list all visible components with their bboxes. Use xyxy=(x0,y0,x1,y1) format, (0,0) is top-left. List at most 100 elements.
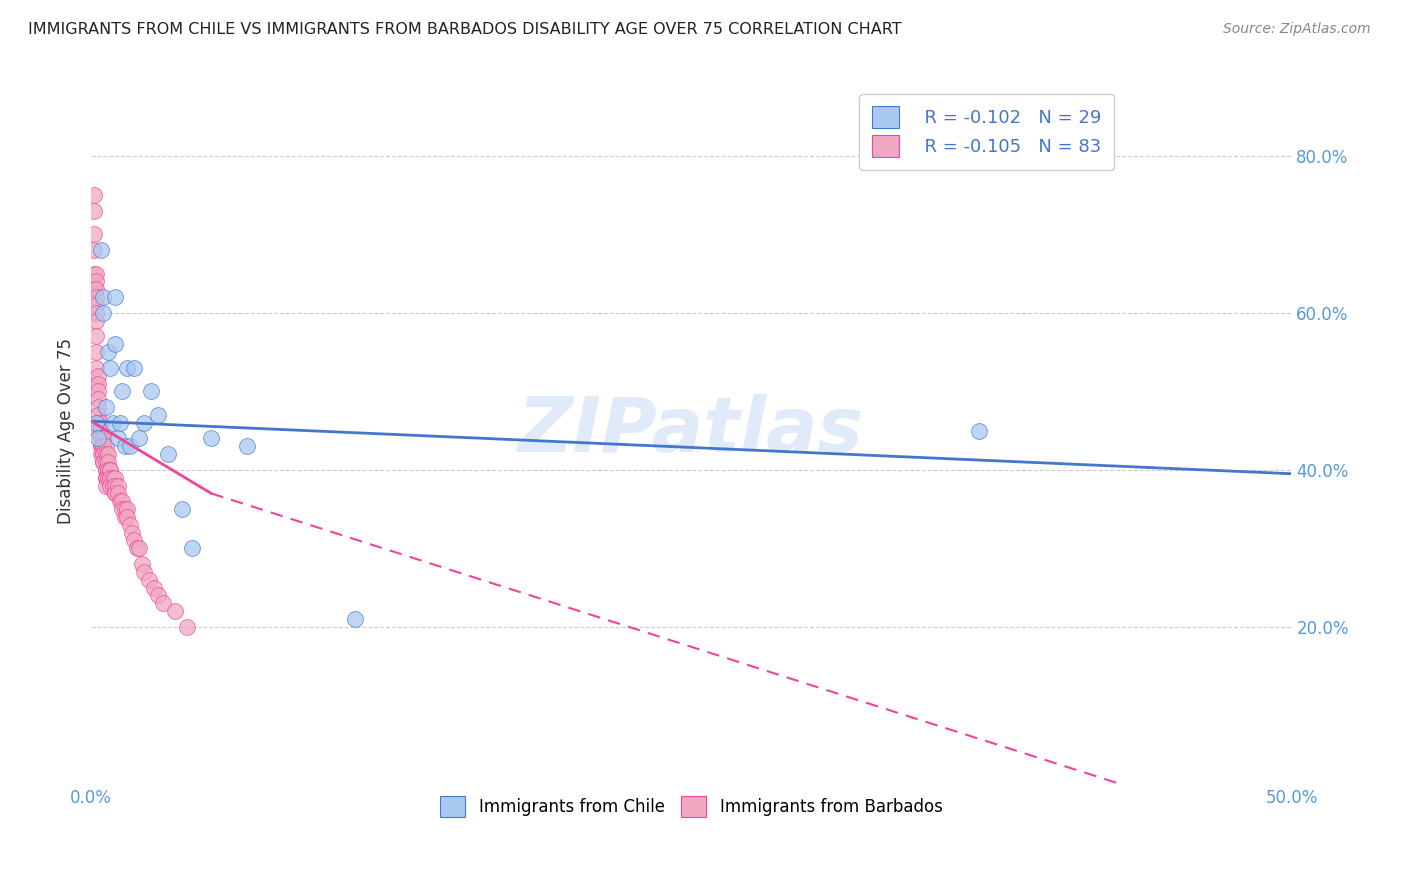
Point xyxy=(104,486,127,500)
Point xyxy=(138,573,160,587)
Point xyxy=(90,439,112,453)
Point xyxy=(91,439,114,453)
Point xyxy=(84,329,107,343)
Point xyxy=(148,588,170,602)
Point xyxy=(84,416,107,430)
Point xyxy=(94,455,117,469)
Point xyxy=(152,596,174,610)
Point xyxy=(94,439,117,453)
Point xyxy=(98,471,121,485)
Point xyxy=(101,478,124,492)
Point xyxy=(98,463,121,477)
Point xyxy=(84,314,107,328)
Point xyxy=(87,384,110,399)
Point xyxy=(156,447,179,461)
Point xyxy=(84,306,107,320)
Point xyxy=(91,455,114,469)
Point xyxy=(87,432,110,446)
Point xyxy=(124,533,146,548)
Point xyxy=(91,439,114,453)
Point xyxy=(87,424,110,438)
Point xyxy=(90,439,112,453)
Text: IMMIGRANTS FROM CHILE VS IMMIGRANTS FROM BARBADOS DISABILITY AGE OVER 75 CORRELA: IMMIGRANTS FROM CHILE VS IMMIGRANTS FROM… xyxy=(28,22,901,37)
Point xyxy=(98,463,121,477)
Point xyxy=(91,455,114,469)
Point xyxy=(91,447,114,461)
Point xyxy=(101,471,124,485)
Point xyxy=(87,368,110,383)
Point xyxy=(84,267,107,281)
Point xyxy=(172,502,194,516)
Point xyxy=(132,416,155,430)
Point xyxy=(176,620,198,634)
Point xyxy=(128,432,150,446)
Point xyxy=(90,432,112,446)
Point xyxy=(125,541,148,556)
Y-axis label: Disability Age Over 75: Disability Age Over 75 xyxy=(58,337,75,524)
Point xyxy=(98,360,121,375)
Point xyxy=(132,565,155,579)
Point xyxy=(83,267,105,281)
Point xyxy=(97,463,120,477)
Point xyxy=(115,509,138,524)
Point xyxy=(94,447,117,461)
Point xyxy=(104,471,127,485)
Point xyxy=(114,509,136,524)
Point xyxy=(94,400,117,414)
Point xyxy=(94,471,117,485)
Point xyxy=(104,486,127,500)
Point xyxy=(115,360,138,375)
Point xyxy=(83,203,105,218)
Point xyxy=(124,360,146,375)
Point xyxy=(200,432,222,446)
Point xyxy=(108,416,131,430)
Point xyxy=(90,447,112,461)
Text: ZIPatlas: ZIPatlas xyxy=(519,393,865,467)
Point xyxy=(90,416,112,430)
Point xyxy=(90,432,112,446)
Point xyxy=(128,541,150,556)
Point xyxy=(111,502,134,516)
Point xyxy=(91,306,114,320)
Point xyxy=(91,290,114,304)
Point xyxy=(87,408,110,422)
Point xyxy=(84,298,107,312)
Point xyxy=(107,432,129,446)
Point xyxy=(97,345,120,359)
Point xyxy=(148,408,170,422)
Point xyxy=(87,400,110,414)
Point xyxy=(131,557,153,571)
Point xyxy=(94,463,117,477)
Point xyxy=(111,384,134,399)
Point xyxy=(108,494,131,508)
Point xyxy=(97,471,120,485)
Point xyxy=(91,432,114,446)
Point xyxy=(118,517,141,532)
Point xyxy=(84,360,107,375)
Point xyxy=(83,282,105,296)
Point xyxy=(83,227,105,242)
Point xyxy=(97,455,120,469)
Point xyxy=(969,424,991,438)
Point xyxy=(181,541,204,556)
Point xyxy=(236,439,259,453)
Point xyxy=(87,416,110,430)
Point xyxy=(91,447,114,461)
Point xyxy=(94,463,117,477)
Point xyxy=(142,581,165,595)
Point xyxy=(84,275,107,289)
Point xyxy=(107,478,129,492)
Point xyxy=(115,502,138,516)
Point xyxy=(121,525,143,540)
Point xyxy=(104,478,127,492)
Legend: Immigrants from Chile, Immigrants from Barbados: Immigrants from Chile, Immigrants from B… xyxy=(432,788,950,825)
Point xyxy=(107,486,129,500)
Point xyxy=(90,424,112,438)
Point xyxy=(114,502,136,516)
Point xyxy=(344,612,367,626)
Point xyxy=(118,439,141,453)
Point xyxy=(98,478,121,492)
Point xyxy=(104,337,127,351)
Point xyxy=(94,471,117,485)
Point xyxy=(141,384,163,399)
